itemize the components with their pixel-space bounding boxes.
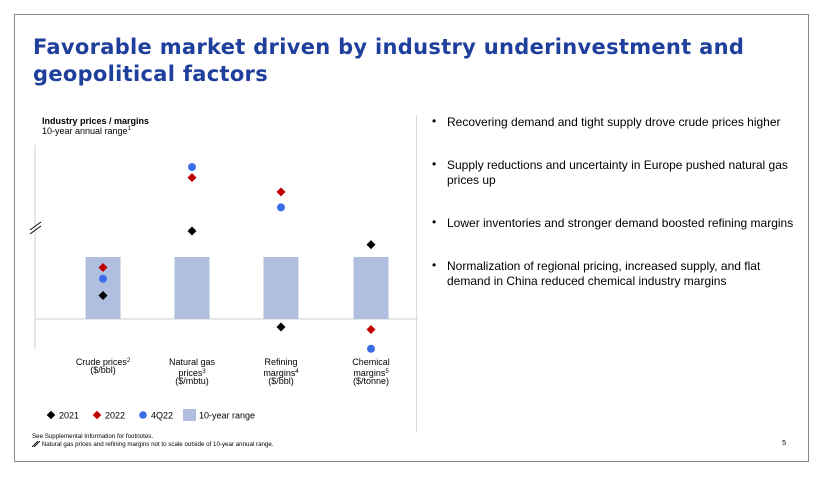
marker-4Q22-refining xyxy=(277,203,285,212)
legend-marker-2021 xyxy=(46,410,56,420)
marker-2022-chemical xyxy=(366,325,376,335)
category-footnote: 3 xyxy=(202,369,206,375)
marker-4Q22-crude xyxy=(99,274,107,283)
bullet-text: Normalization of regional pricing, incre… xyxy=(447,259,761,288)
bullet-text: Lower inventories and stronger demand bo… xyxy=(447,216,794,230)
footnote-scale: Natural gas prices and refining margins … xyxy=(31,441,274,448)
category-label-line: prices xyxy=(178,368,203,378)
marker-4Q22-chemical xyxy=(367,344,375,353)
footnote-scale-text: Natural gas prices and refining margins … xyxy=(41,441,274,448)
category-label-chemical: Chemical margins5 ($/tonne) xyxy=(352,357,390,386)
page-number: 5 xyxy=(782,440,786,447)
marker-2022-gas xyxy=(187,173,197,183)
category-label-line: ($/tonne) xyxy=(353,376,389,386)
industry-chart: Crude prices2 ($/bbl)Natural gas prices3 ($… xyxy=(29,145,418,421)
footnote-supplemental: See Supplemental Information for footnot… xyxy=(32,433,154,440)
bullet-text: Supply reductions and uncertainty in Eur… xyxy=(447,158,788,187)
chart-subtitle: 10-year annual range1 xyxy=(42,126,131,136)
legend-marker-4Q22 xyxy=(139,411,147,419)
axis-break-mark xyxy=(29,221,42,231)
category-label-gas: Natural gas prices3 ($/mbtu) xyxy=(169,357,216,386)
bullet-list: • Recovering demand and tight supply drov… xyxy=(428,114,798,317)
divider xyxy=(416,115,417,432)
category-label-line: margins xyxy=(263,368,296,378)
category-label-line: Crude prices xyxy=(76,357,128,367)
category-footnote: 4 xyxy=(295,369,299,375)
marker-2021-gas xyxy=(187,226,197,236)
marker-2022-crude xyxy=(98,263,108,273)
bullet-icon: • xyxy=(432,258,437,272)
bullet-icon: • xyxy=(432,157,437,171)
category-label-line: ($/mbtu) xyxy=(175,376,209,386)
slide-title: Favorable market driven by industry unde… xyxy=(33,35,745,86)
marker-4Q22-gas xyxy=(188,163,196,172)
marker-2021-crude xyxy=(98,290,108,300)
category-label-line: ($/bbl) xyxy=(268,376,294,386)
bullet-item: • Normalization of regional pricing, incr… xyxy=(428,258,798,289)
chart-subtitle-footnote: 1 xyxy=(127,126,131,132)
bullet-item: • Recovering demand and tight supply drov… xyxy=(428,114,798,130)
category-label-line: Natural gas xyxy=(169,357,216,367)
legend-marker-2022 xyxy=(92,410,102,420)
category-footnote: 5 xyxy=(385,369,389,375)
category-label-crude: Crude prices2 ($/bbl) xyxy=(76,357,131,375)
category-footnote: 2 xyxy=(127,358,131,364)
bullet-text: Recovering demand and tight supply drove… xyxy=(447,115,781,129)
range-bar-gas xyxy=(174,257,210,319)
category-label-refining: Refining margins4 ($/bbl) xyxy=(263,357,299,386)
category-label-line: ($/bbl) xyxy=(90,365,116,375)
legend-marker-range xyxy=(183,409,196,421)
legend-label-range: 10-year range xyxy=(199,411,255,421)
bullet-item: • Lower inventories and stronger demand b… xyxy=(428,215,798,231)
marker-2022-refining xyxy=(276,187,286,197)
legend-label-4Q22: 4Q22 xyxy=(151,411,173,421)
marker-2021-chemical xyxy=(366,240,376,250)
bullet-icon: • xyxy=(432,114,437,128)
slide: Favorable market driven by industry unde… xyxy=(14,14,809,462)
chart-subtitle-text: 10-year annual range xyxy=(42,126,128,136)
range-bar-refining xyxy=(263,257,299,319)
axis-break-mark xyxy=(29,225,42,235)
legend-label-2022: 2022 xyxy=(105,411,125,421)
chart-title: Industry prices / margins xyxy=(42,116,150,126)
category-label-line: Chemical xyxy=(352,357,390,367)
category-label-line: margins xyxy=(353,368,386,378)
bullet-item: • Supply reductions and uncertainty in Eu… xyxy=(428,157,798,188)
category-label-line: Refining xyxy=(264,357,297,367)
legend-label-2021: 2021 xyxy=(59,411,79,421)
bullet-icon: • xyxy=(432,215,437,229)
marker-2021-refining xyxy=(276,322,286,332)
range-bar-chemical xyxy=(353,257,389,319)
axis-break-icon xyxy=(31,441,41,448)
